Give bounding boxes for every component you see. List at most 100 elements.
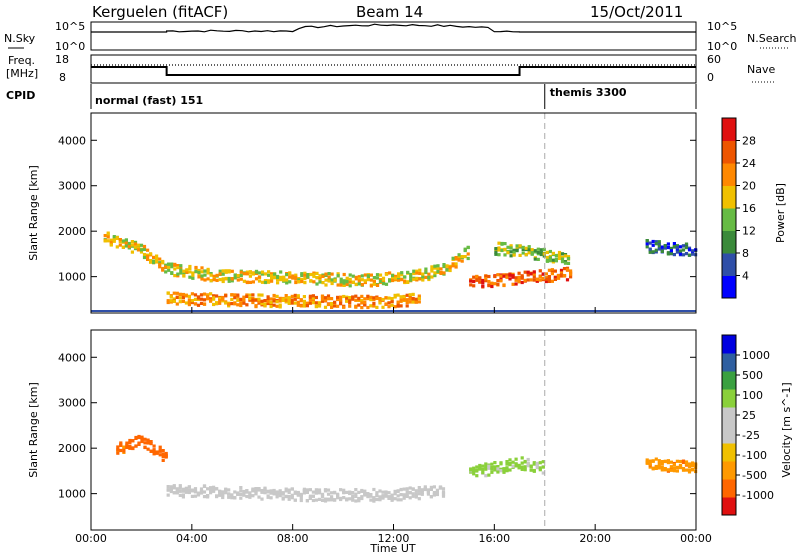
scatter-cell — [221, 279, 225, 284]
scatter-cell — [505, 469, 509, 473]
scatter-cell — [260, 272, 265, 276]
scatter-cell — [326, 297, 331, 301]
scatter-cell — [499, 469, 503, 473]
scatter-cell — [193, 293, 198, 297]
scatter-cell — [396, 300, 400, 304]
scatter-cell — [175, 491, 179, 495]
scatter-cell — [499, 277, 503, 281]
scatter-cell — [106, 239, 110, 243]
scatter-cell — [137, 441, 141, 445]
scatter-cell — [139, 248, 144, 252]
scatter-cell — [669, 246, 673, 250]
scatter-cell — [405, 298, 409, 302]
scatter-cell — [221, 272, 225, 276]
scatter-cell — [303, 277, 307, 281]
scatter-cell — [426, 492, 430, 496]
scatter-cell — [438, 485, 443, 489]
scatter-cell — [308, 301, 312, 305]
scatter-cell — [275, 304, 279, 308]
scatter-cell — [285, 281, 289, 285]
scatter-cell — [320, 492, 325, 496]
scatter-cell — [330, 498, 334, 502]
scatter-cell — [315, 271, 319, 275]
scatter-cell — [206, 267, 210, 271]
colorbar-segment — [722, 371, 736, 390]
scatter-cell — [266, 300, 270, 304]
scatter-cell — [424, 270, 428, 275]
scatter-cell — [672, 245, 676, 249]
scatter-cell — [427, 275, 431, 279]
scatter-cell — [529, 468, 533, 472]
scatter-cell — [512, 250, 516, 255]
scatter-cell — [496, 279, 500, 283]
scatter-cell — [227, 488, 231, 492]
scatter-cell — [387, 296, 391, 300]
scatter-cell — [161, 261, 165, 265]
scatter-cell — [660, 245, 664, 249]
colorbar-tick-label: 4 — [742, 270, 749, 283]
scatter-cell — [430, 269, 434, 273]
scatter-cell — [206, 487, 210, 491]
scatter-cell — [314, 498, 318, 502]
scatter-cell — [282, 275, 286, 279]
power-y-ticks: 1000 2000 3000 4000 — [58, 134, 696, 284]
scatter-cell — [257, 300, 261, 304]
scatter-cell — [496, 470, 500, 474]
scatter-cell — [517, 271, 521, 275]
scatter-cell — [523, 459, 527, 464]
scatter-cell — [390, 495, 394, 499]
scatter-cell — [251, 293, 255, 297]
scatter-cell — [166, 485, 170, 489]
scatter-cell — [360, 283, 364, 287]
scatter-cell — [484, 474, 488, 478]
scatter-cell — [176, 274, 180, 278]
scatter-cell — [372, 487, 376, 492]
scatter-cell — [131, 446, 135, 450]
scatter-cell — [146, 438, 150, 442]
scatter-cell — [193, 494, 198, 498]
scatter-cell — [372, 298, 376, 302]
scatter-cell — [233, 273, 237, 277]
scatter-cell — [681, 467, 686, 471]
scatter-cell — [408, 300, 412, 304]
scatter-cell — [119, 441, 123, 445]
scatter-cell — [666, 245, 670, 250]
scatter-cell — [432, 485, 436, 489]
scatter-cell — [645, 239, 649, 243]
scatter-cell — [551, 251, 555, 255]
scatter-cell — [294, 277, 298, 281]
scatter-cell — [270, 279, 274, 283]
scatter-cell — [134, 444, 138, 448]
scatter-cell — [284, 487, 288, 491]
scatter-cell — [478, 280, 482, 284]
scatter-cell — [224, 270, 228, 274]
scatter-cell — [248, 274, 252, 278]
scatter-cell — [118, 238, 122, 242]
scatter-cell — [539, 248, 543, 252]
scatter-cell — [196, 303, 201, 307]
scatter-cell — [520, 280, 524, 285]
scatter-cell — [372, 296, 376, 300]
scatter-cell — [405, 487, 409, 491]
scatter-cell — [155, 257, 159, 261]
scatter-cell — [263, 491, 267, 495]
scatter-cell — [460, 255, 464, 259]
scatter-cell — [326, 294, 331, 298]
scatter-cell — [206, 297, 210, 301]
scatter-cell — [535, 279, 539, 283]
x-tick-label: 12:00 — [378, 532, 410, 545]
nave-tick-top: 60 — [707, 53, 721, 66]
scatter-cell — [660, 247, 664, 251]
velocity-colorbar-label: Velocity [m s^-1] — [780, 382, 793, 477]
scatter-cell — [178, 486, 182, 490]
scatter-cell — [691, 468, 695, 472]
scatter-cell — [494, 250, 498, 254]
scatter-cell — [181, 292, 185, 297]
scatter-cell — [545, 250, 549, 254]
scatter-cell — [360, 274, 364, 278]
scatter-cell — [508, 462, 512, 466]
scatter-cell — [499, 462, 503, 466]
scatter-cell — [681, 460, 686, 464]
scatter-cell — [197, 268, 201, 273]
scatter-cell — [218, 278, 222, 282]
